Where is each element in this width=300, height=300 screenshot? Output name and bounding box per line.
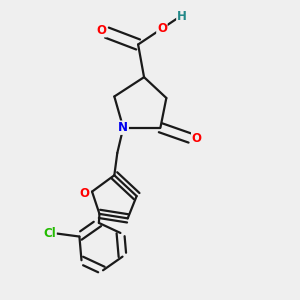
Text: Cl: Cl — [43, 227, 56, 240]
Text: O: O — [157, 22, 167, 34]
Text: O: O — [97, 24, 106, 37]
Text: H: H — [177, 10, 187, 23]
Text: O: O — [192, 132, 202, 145]
Text: N: N — [118, 121, 128, 134]
Text: O: O — [80, 187, 90, 200]
